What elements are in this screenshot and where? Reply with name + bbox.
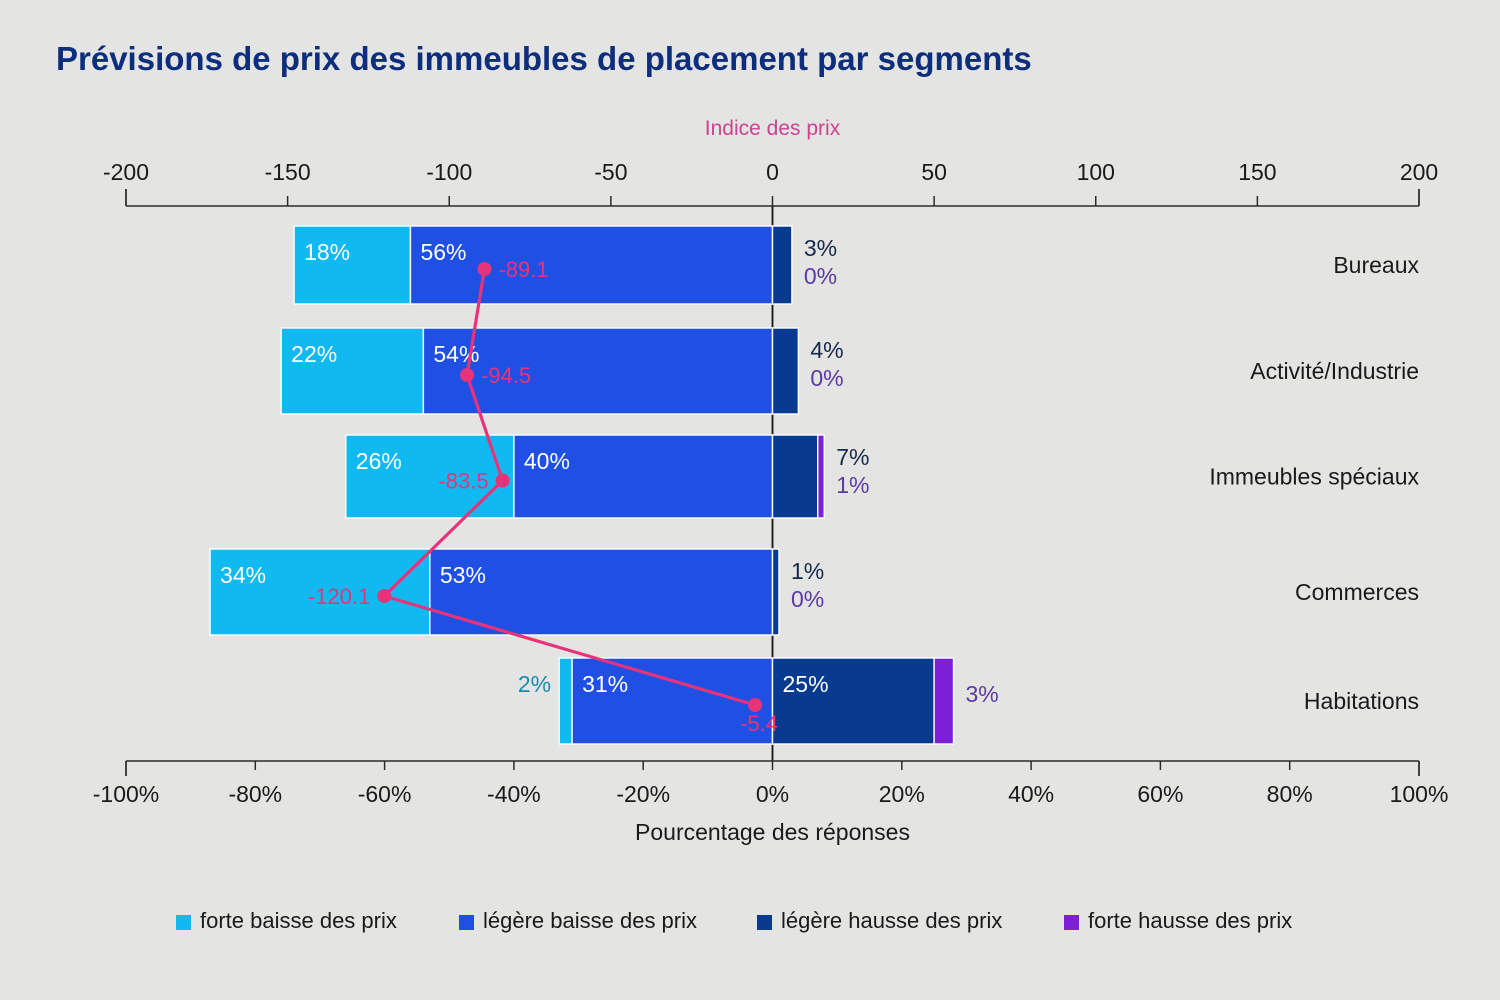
svg-text:-94.5: -94.5 bbox=[481, 363, 531, 388]
svg-text:Commerces: Commerces bbox=[1295, 579, 1419, 605]
svg-text:Bureaux: Bureaux bbox=[1333, 252, 1419, 278]
svg-text:légère hausse des prix: légère hausse des prix bbox=[781, 908, 1002, 933]
svg-text:40%: 40% bbox=[524, 448, 570, 474]
svg-text:Immeubles spéciaux: Immeubles spéciaux bbox=[1209, 464, 1419, 490]
svg-text:-60%: -60% bbox=[358, 781, 412, 807]
svg-text:40%: 40% bbox=[1008, 781, 1054, 807]
svg-text:-150: -150 bbox=[265, 159, 311, 185]
svg-text:3%: 3% bbox=[966, 681, 999, 707]
svg-text:100: 100 bbox=[1077, 159, 1115, 185]
svg-text:légère baisse des prix: légère baisse des prix bbox=[483, 908, 697, 933]
svg-text:4%: 4% bbox=[810, 337, 843, 363]
svg-text:-100%: -100% bbox=[93, 781, 159, 807]
svg-text:100%: 100% bbox=[1390, 781, 1449, 807]
svg-text:200: 200 bbox=[1400, 159, 1438, 185]
svg-text:forte hausse des prix: forte hausse des prix bbox=[1088, 908, 1292, 933]
svg-text:26%: 26% bbox=[356, 448, 402, 474]
svg-text:0%: 0% bbox=[791, 586, 824, 612]
svg-text:Indice des prix: Indice des prix bbox=[705, 117, 841, 140]
svg-text:18%: 18% bbox=[304, 239, 350, 265]
svg-text:1%: 1% bbox=[836, 472, 869, 498]
svg-text:-200: -200 bbox=[103, 159, 149, 185]
svg-text:0: 0 bbox=[766, 159, 779, 185]
svg-text:1%: 1% bbox=[791, 558, 824, 584]
svg-text:7%: 7% bbox=[836, 444, 869, 470]
svg-text:50: 50 bbox=[921, 159, 947, 185]
svg-text:Habitations: Habitations bbox=[1304, 688, 1419, 714]
svg-text:150: 150 bbox=[1238, 159, 1276, 185]
svg-text:22%: 22% bbox=[291, 341, 337, 367]
svg-text:20%: 20% bbox=[879, 781, 925, 807]
svg-text:3%: 3% bbox=[804, 235, 837, 261]
svg-text:-50: -50 bbox=[594, 159, 627, 185]
svg-text:Pourcentage des réponses: Pourcentage des réponses bbox=[635, 819, 910, 845]
svg-text:53%: 53% bbox=[440, 562, 486, 588]
svg-text:-120.1: -120.1 bbox=[308, 584, 370, 609]
svg-text:-20%: -20% bbox=[616, 781, 670, 807]
svg-text:25%: 25% bbox=[783, 671, 829, 697]
svg-text:31%: 31% bbox=[582, 671, 628, 697]
svg-text:-80%: -80% bbox=[228, 781, 282, 807]
svg-text:-83.5: -83.5 bbox=[438, 469, 488, 494]
svg-text:80%: 80% bbox=[1267, 781, 1313, 807]
svg-text:forte baisse des prix: forte baisse des prix bbox=[200, 908, 397, 933]
svg-text:2%: 2% bbox=[518, 671, 551, 697]
svg-text:-100: -100 bbox=[426, 159, 472, 185]
svg-text:-40%: -40% bbox=[487, 781, 541, 807]
svg-text:60%: 60% bbox=[1137, 781, 1183, 807]
svg-text:34%: 34% bbox=[220, 562, 266, 588]
svg-text:0%: 0% bbox=[756, 781, 789, 807]
svg-text:0%: 0% bbox=[810, 365, 843, 391]
svg-text:0%: 0% bbox=[804, 263, 837, 289]
svg-text:-5.4: -5.4 bbox=[740, 711, 778, 736]
svg-text:56%: 56% bbox=[420, 239, 466, 265]
svg-text:-89.1: -89.1 bbox=[498, 257, 548, 282]
svg-text:Activité/Industrie: Activité/Industrie bbox=[1250, 358, 1419, 384]
